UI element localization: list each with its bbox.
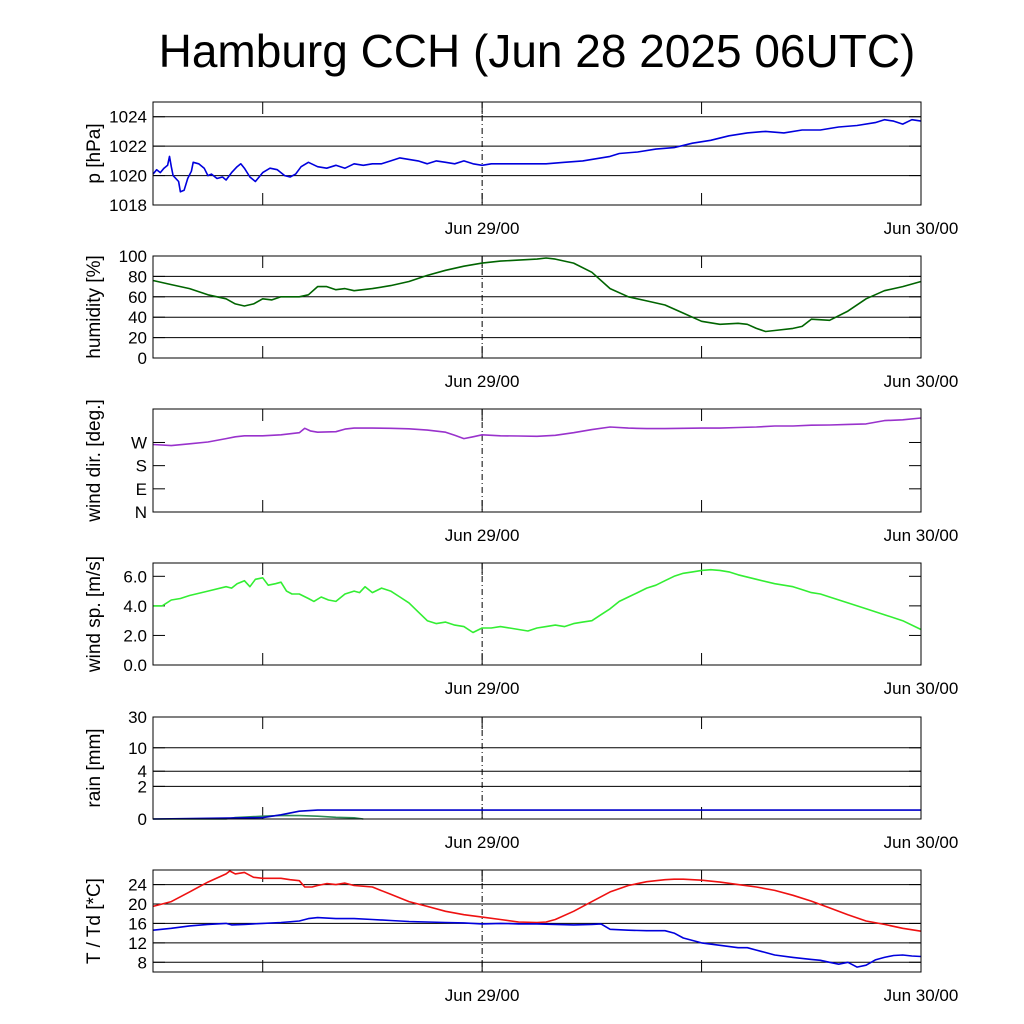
y-tick-label: 1018 xyxy=(109,196,147,215)
x-tick-label: Jun 29/00 xyxy=(445,372,520,391)
y-axis-label: humidity [%] xyxy=(84,255,105,358)
y-tick-label: 0.0 xyxy=(123,656,147,675)
y-tick-label: 0 xyxy=(138,349,147,368)
x-tick-label: Jun 29/00 xyxy=(445,986,520,1005)
y-tick-label: E xyxy=(136,480,147,499)
panel-1: 1018 1020 1022 1024 Jun 29/00 Jun 30/00 p [hPa… xyxy=(84,101,959,238)
y-tick-label: 1024 xyxy=(109,108,147,127)
plot-frame xyxy=(152,716,922,820)
y-tick-label: N xyxy=(135,503,147,522)
series-line-2 xyxy=(152,809,921,820)
y-tick-label: S xyxy=(136,457,147,476)
y-tick-label: 0 xyxy=(138,810,147,829)
y-tick-label: W xyxy=(131,433,147,452)
x-tick-label: Jun 29/00 xyxy=(445,219,520,238)
y-tick-label: 4.0 xyxy=(123,597,147,616)
series-line-1 xyxy=(153,568,922,634)
panel-5: 0 24 10 30 Jun 29/00 Jun 30/00 rain [mm] xyxy=(84,708,958,852)
plot-frame xyxy=(152,101,922,206)
x-tick-label: Jun 30/00 xyxy=(884,219,959,238)
plot-frame xyxy=(152,408,922,513)
y-axis-label: wind sp. [m/s] xyxy=(84,556,105,673)
series-line-1 xyxy=(152,870,922,932)
x-tick-label: Jun 30/00 xyxy=(884,679,959,698)
y-tick-label: 80 xyxy=(128,267,147,286)
x-tick-label: Jun 30/00 xyxy=(884,986,959,1005)
y-tick-label: 12 xyxy=(128,934,147,953)
y-tick-label: 100 xyxy=(119,247,147,266)
panel-4: 0.0 2.0 4.0 6.0 Jun 29/00 Jun 30/00 wind sp. [… xyxy=(84,556,958,698)
series-line-2 xyxy=(152,916,922,968)
y-tick-label: 20 xyxy=(128,329,147,348)
y-tick-label: 4 xyxy=(138,762,147,781)
y-tick-label: 1020 xyxy=(109,167,147,186)
plot-frame xyxy=(152,562,922,666)
y-axis-label: p [hPa] xyxy=(84,123,105,183)
x-tick-label: Jun 29/00 xyxy=(445,833,520,852)
x-tick-label: Jun 30/00 xyxy=(884,833,959,852)
series-line-1 xyxy=(152,118,922,193)
y-tick-label: 60 xyxy=(128,288,147,307)
plot-frame xyxy=(152,869,922,973)
y-tick-label: 2 xyxy=(138,777,147,796)
y-tick-label: 6.0 xyxy=(123,567,147,586)
plot-frame xyxy=(152,255,922,359)
y-tick-label: 24 xyxy=(128,876,147,895)
y-tick-label: 8 xyxy=(138,953,147,972)
x-tick-label: Jun 29/00 xyxy=(445,526,520,545)
y-tick-label: 16 xyxy=(128,914,147,933)
y-tick-label: 20 xyxy=(128,895,147,914)
series-line-1 xyxy=(152,257,922,333)
chart-title: Hamburg CCH (Jun 28 2025 06UTC) xyxy=(159,25,916,77)
y-axis-label: T / Td [*C] xyxy=(84,878,105,964)
x-tick-label: Jun 29/00 xyxy=(445,679,520,698)
y-tick-label: 1022 xyxy=(109,137,147,156)
y-tick-label: 10 xyxy=(128,739,147,758)
x-tick-label: Jun 30/00 xyxy=(884,372,959,391)
series-line-1 xyxy=(152,417,922,447)
y-axis-label: rain [mm] xyxy=(84,728,105,807)
y-tick-label: 30 xyxy=(128,708,147,727)
y-tick-label: 2.0 xyxy=(123,626,147,645)
x-tick-label: Jun 30/00 xyxy=(884,526,959,545)
y-axis-label: wind dir. [deg.] xyxy=(84,399,105,523)
y-tick-label: 40 xyxy=(128,308,147,327)
